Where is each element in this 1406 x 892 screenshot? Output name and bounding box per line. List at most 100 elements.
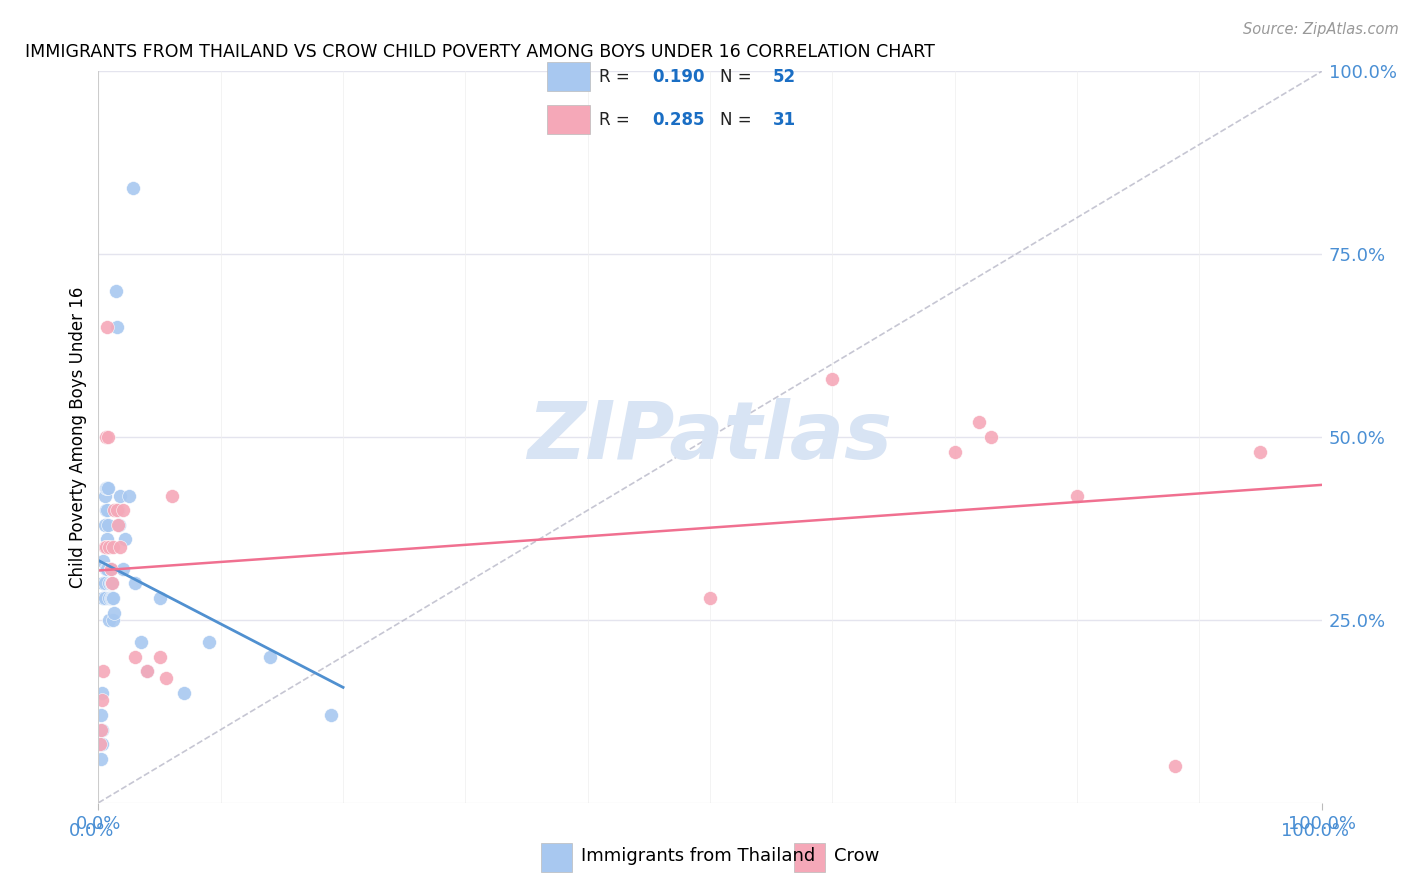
Point (136, 664, 159, 678)
Point (93, 489, 115, 503)
Point (110, 540, 132, 554)
Text: 52: 52 (772, 68, 796, 86)
Point (107, 503, 129, 517)
Text: 0.285: 0.285 (652, 111, 704, 128)
Point (100, 576, 122, 591)
Point (100, 591, 122, 605)
Point (90, 708, 112, 723)
Bar (547, 105, 591, 134)
Text: R =: R = (599, 111, 636, 128)
Point (98, 576, 121, 591)
Point (93, 517, 115, 532)
Y-axis label: Child Poverty Among Boys Under 16: Child Poverty Among Boys Under 16 (69, 286, 87, 588)
Point (149, 591, 172, 605)
Point (136, 664, 159, 678)
Bar (541, 844, 572, 872)
Point (319, 708, 342, 723)
Point (160, 489, 183, 503)
Point (103, 606, 125, 620)
Point (104, 284, 127, 298)
Point (96, 533, 118, 547)
Point (111, 503, 134, 517)
Text: Source: ZipAtlas.com: Source: ZipAtlas.com (1243, 22, 1399, 37)
Text: 31: 31 (772, 111, 796, 128)
Text: IMMIGRANTS FROM THAILAND VS CROW CHILD POVERTY AMONG BOYS UNDER 16 CORRELATION C: IMMIGRANTS FROM THAILAND VS CROW CHILD P… (25, 44, 935, 62)
Text: 0.0%: 0.0% (69, 822, 114, 840)
Point (90, 723, 112, 737)
Point (98, 540, 121, 554)
Point (197, 635, 219, 649)
Text: ZIPatlas: ZIPatlas (527, 398, 893, 476)
Bar (794, 844, 825, 872)
Point (101, 576, 124, 591)
Point (105, 320, 128, 334)
Point (1066, 489, 1088, 503)
Point (91, 576, 114, 591)
Point (91, 723, 114, 737)
Point (124, 576, 146, 591)
Point (107, 517, 129, 532)
Point (89, 737, 111, 751)
Point (96, 503, 118, 517)
Point (91, 737, 114, 751)
Point (91, 693, 114, 707)
Point (91, 591, 114, 605)
Point (101, 540, 124, 554)
Point (93, 591, 115, 605)
Point (111, 562, 134, 576)
Point (121, 181, 143, 195)
Point (114, 533, 136, 547)
Point (97, 481, 120, 495)
Point (129, 635, 152, 649)
Point (96, 562, 118, 576)
Point (101, 591, 124, 605)
Point (943, 444, 966, 458)
Point (699, 591, 721, 605)
Point (94, 430, 117, 444)
Point (1249, 444, 1271, 458)
Point (93, 576, 115, 591)
Point (108, 517, 131, 532)
Point (155, 672, 177, 686)
Point (97, 540, 120, 554)
Point (98, 613, 121, 627)
Point (821, 371, 844, 385)
Point (100, 562, 122, 576)
Point (97, 517, 120, 532)
Point (91, 664, 114, 678)
Point (118, 489, 141, 503)
Point (91, 554, 114, 568)
Point (124, 649, 146, 664)
Point (100, 562, 122, 576)
Text: Crow: Crow (834, 847, 879, 865)
Point (101, 613, 124, 627)
Point (96, 481, 118, 495)
Point (1164, 759, 1187, 773)
Point (94, 481, 117, 495)
Point (101, 576, 124, 591)
Point (980, 430, 1002, 444)
Point (101, 591, 124, 605)
Point (97, 430, 120, 444)
Text: Immigrants from Thailand: Immigrants from Thailand (581, 847, 815, 865)
Point (94, 540, 117, 554)
Point (110, 489, 132, 503)
Point (91, 686, 114, 700)
Point (149, 649, 172, 664)
Text: R =: R = (599, 68, 636, 86)
Point (90, 752, 112, 766)
Point (103, 503, 125, 517)
Bar (547, 62, 591, 91)
Point (89, 737, 111, 751)
Point (94, 503, 117, 517)
Point (105, 503, 128, 517)
Point (94, 540, 117, 554)
Text: 0.190: 0.190 (652, 68, 704, 86)
Point (96, 320, 118, 334)
Point (173, 686, 195, 700)
Text: N =: N = (720, 68, 756, 86)
Point (98, 591, 121, 605)
Point (259, 649, 281, 664)
Point (94, 562, 117, 576)
Text: 100.0%: 100.0% (1281, 822, 1348, 840)
